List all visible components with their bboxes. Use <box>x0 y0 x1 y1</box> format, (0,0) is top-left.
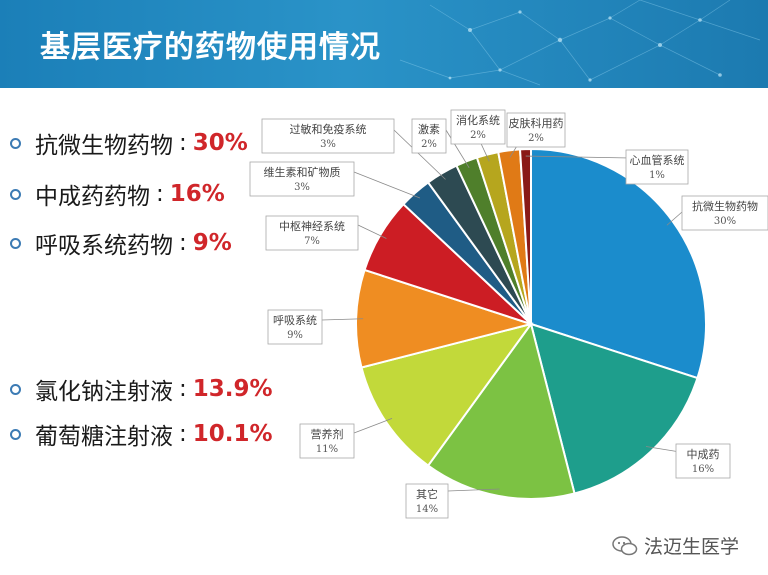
data-label-box <box>249 161 355 197</box>
slice-category-label: 其它 <box>416 487 438 501</box>
data-label-box <box>267 309 323 345</box>
bullet-label: 氯化钠注射液 <box>35 379 173 405</box>
leader-line <box>393 129 446 180</box>
slice-value-label: 1% <box>649 170 665 181</box>
bullet-separator: : <box>179 376 187 402</box>
leader-line <box>447 488 500 492</box>
data-label-box <box>299 423 355 459</box>
slice-value-label: 2% <box>421 139 437 150</box>
slice-value-label: 2% <box>470 130 486 141</box>
bullet-icon <box>10 237 21 249</box>
pie-slice <box>529 322 699 495</box>
bullet-label: 中成药药物 <box>35 184 150 210</box>
bullet-icon <box>10 383 21 395</box>
bullet-separator: : <box>179 230 187 256</box>
data-label-box <box>506 112 566 148</box>
slice-value-label: 11% <box>316 444 338 455</box>
data-label-box <box>450 109 506 145</box>
bullet-item: 氯化钠注射液 : 13.9% <box>10 374 273 405</box>
wechat-watermark: 法迈生医学 <box>612 532 739 559</box>
slice-category-label: 激素 <box>418 122 440 136</box>
bullet-separator: : <box>156 181 164 207</box>
bullet-value: 30% <box>192 130 248 156</box>
leader-line <box>353 418 393 434</box>
leader-line <box>445 129 470 169</box>
leader-line <box>357 224 387 239</box>
wechat-icon <box>612 535 638 555</box>
slice-category-label: 心血管系统 <box>630 153 685 167</box>
pie-slice <box>426 321 576 500</box>
bullet-item: 葡萄糖注射液 : 10.1% <box>10 419 273 450</box>
data-label-box <box>265 215 359 251</box>
slice-value-label: 16% <box>692 464 714 475</box>
bullet-item: 中成药药物 : 16% <box>10 179 225 210</box>
watermark-text: 法迈生医学 <box>644 536 740 558</box>
slice-category-label: 中枢神经系统 <box>279 219 345 233</box>
slice-category-label: 抗微生物药物 <box>692 199 758 213</box>
pie-slice <box>530 147 707 380</box>
bullet-value: 16% <box>169 181 225 207</box>
slice-category-label: 呼吸系统 <box>273 314 317 327</box>
data-label-box <box>625 149 689 185</box>
data-label-box <box>261 118 395 154</box>
bullet-label: 呼吸系统药物 <box>35 233 173 259</box>
slide-title: 基层医疗的药物使用情况 <box>40 30 381 65</box>
bullet-value: 9% <box>192 230 232 256</box>
pie-slice <box>360 322 534 467</box>
leader-line <box>353 171 421 199</box>
slice-category-label: 过敏和免疫系统 <box>290 122 367 136</box>
slice-category-label: 营养剂 <box>311 427 344 441</box>
bullet-value: 13.9% <box>192 376 273 402</box>
slice-category-label: 维生素和矿物质 <box>264 165 341 179</box>
bullet-value: 10.1% <box>192 421 273 447</box>
slice-value-label: 14% <box>416 504 438 515</box>
data-label-box <box>681 195 768 231</box>
pie-slice <box>355 268 535 369</box>
leader-line <box>645 446 681 453</box>
bullet-label: 抗微生物药物 <box>35 133 173 159</box>
bullet-item: 抗微生物药物 : 30% <box>10 128 248 159</box>
slice-value-label: 3% <box>320 139 336 150</box>
bullet-item: 呼吸系统药物 : 9% <box>10 228 232 259</box>
slice-category-label: 消化系统 <box>456 113 500 127</box>
leader-line <box>525 155 631 159</box>
bullet-icon <box>10 188 21 200</box>
network-decoration <box>399 0 761 86</box>
data-label-box <box>675 443 731 479</box>
slice-value-label: 9% <box>287 330 303 341</box>
data-label-box <box>411 118 447 154</box>
bullet-label: 葡萄糖注射液 <box>35 424 173 450</box>
slice-value-label: 3% <box>294 182 310 193</box>
slice-value-label: 7% <box>304 236 320 247</box>
slice-category-label: 皮肤科用药 <box>509 116 564 130</box>
bullet-icon <box>10 137 21 149</box>
slice-category-label: 中成药 <box>687 448 720 461</box>
pie-slice <box>518 147 532 325</box>
bullet-separator: : <box>179 421 187 447</box>
bullet-separator: : <box>179 130 187 156</box>
slide-header: 基层医疗的药物使用情况 <box>0 0 768 88</box>
leader-line <box>321 318 364 321</box>
bullet-icon <box>10 428 21 440</box>
data-label-box <box>405 483 449 519</box>
slice-value-label: 30% <box>714 216 736 227</box>
slice-value-label: 2% <box>528 133 544 144</box>
